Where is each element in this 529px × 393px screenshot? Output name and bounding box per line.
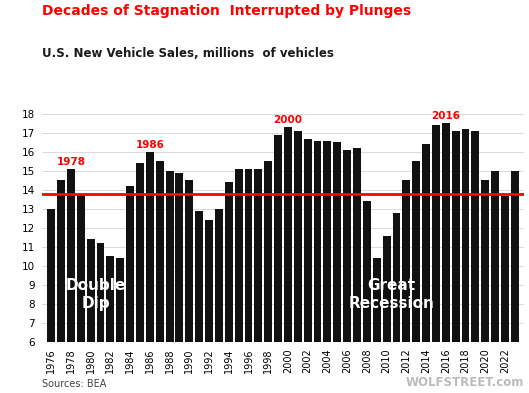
Bar — [481, 180, 489, 393]
Bar — [264, 162, 272, 393]
Bar — [254, 169, 262, 393]
Bar — [422, 144, 430, 393]
Bar — [333, 143, 341, 393]
Bar — [323, 141, 331, 393]
Bar — [185, 180, 193, 393]
Bar — [116, 258, 124, 393]
Bar — [284, 127, 292, 393]
Bar — [491, 171, 499, 393]
Bar — [442, 123, 450, 393]
Bar — [225, 182, 233, 393]
Bar — [294, 131, 302, 393]
Bar — [403, 180, 411, 393]
Bar — [106, 256, 114, 393]
Bar — [126, 186, 134, 393]
Bar — [235, 169, 243, 393]
Bar — [412, 162, 420, 393]
Bar — [77, 194, 85, 393]
Bar — [244, 169, 252, 393]
Bar — [47, 209, 55, 393]
Bar — [471, 131, 479, 393]
Bar — [166, 171, 174, 393]
Bar — [274, 135, 282, 393]
Bar — [304, 139, 312, 393]
Bar — [373, 258, 381, 393]
Bar — [382, 235, 390, 393]
Bar — [432, 125, 440, 393]
Bar — [67, 169, 75, 393]
Bar — [314, 141, 322, 393]
Text: 2016: 2016 — [431, 111, 460, 121]
Text: 2000: 2000 — [273, 115, 303, 125]
Bar — [156, 162, 163, 393]
Bar — [462, 129, 469, 393]
Bar — [501, 196, 509, 393]
Bar — [215, 209, 223, 393]
Text: Decades of Stagnation  Interrupted by Plunges: Decades of Stagnation Interrupted by Plu… — [42, 4, 412, 18]
Bar — [393, 213, 400, 393]
Bar — [176, 173, 184, 393]
Bar — [195, 211, 203, 393]
Bar — [136, 163, 144, 393]
Bar — [87, 239, 95, 393]
Bar — [511, 171, 519, 393]
Bar — [146, 152, 154, 393]
Text: Double
Dip: Double Dip — [66, 278, 126, 310]
Text: WOLFSTREET.com: WOLFSTREET.com — [405, 376, 524, 389]
Text: Sources: BEA: Sources: BEA — [42, 379, 107, 389]
Bar — [343, 150, 351, 393]
Bar — [205, 220, 213, 393]
Bar — [57, 180, 65, 393]
Text: 1978: 1978 — [57, 157, 85, 167]
Bar — [452, 131, 460, 393]
Bar — [363, 201, 371, 393]
Text: U.S. New Vehicle Sales, millions  of vehicles: U.S. New Vehicle Sales, millions of vehi… — [42, 47, 334, 60]
Bar — [353, 148, 361, 393]
Text: Great
Recession: Great Recession — [349, 278, 434, 310]
Text: 1986: 1986 — [135, 140, 165, 150]
Bar — [97, 243, 104, 393]
